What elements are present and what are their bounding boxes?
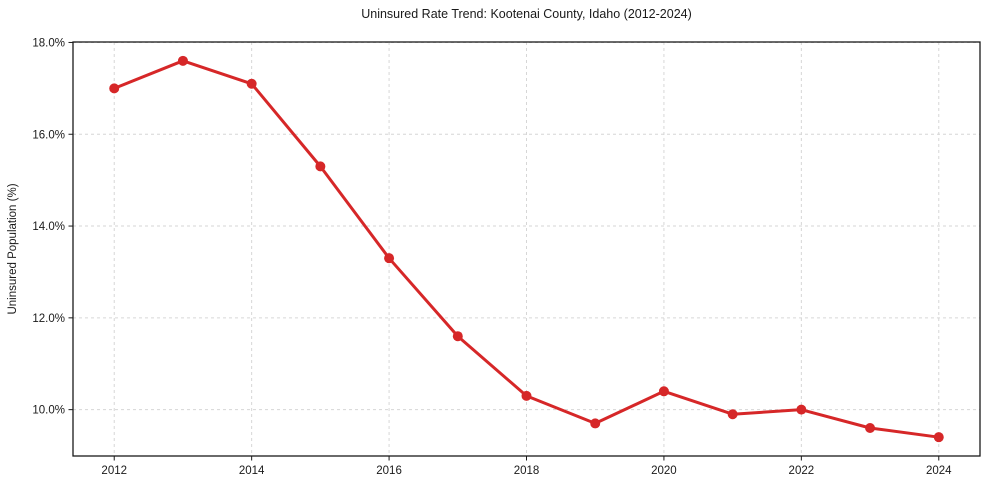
x-tick-label: 2012 [101, 465, 127, 477]
data-point-2024 [933, 432, 944, 443]
y-tick-label: 16.0% [32, 129, 65, 141]
data-point-2014 [246, 78, 257, 89]
y-tick-label: 10.0% [32, 405, 65, 417]
data-point-2013 [177, 55, 188, 66]
data-point-2023 [865, 423, 876, 434]
data-point-2018 [521, 390, 532, 401]
data-point-2012 [109, 83, 120, 94]
y-tick-label: 18.0% [32, 37, 65, 49]
x-tick-label: 2024 [926, 465, 952, 477]
y-tick-label: 14.0% [32, 221, 65, 233]
y-tick-label: 12.0% [32, 313, 65, 325]
chart-title: Uninsured Rate Trend: Kootenai County, I… [361, 7, 692, 21]
x-tick-label: 2020 [651, 465, 677, 477]
x-tick-label: 2022 [789, 465, 815, 477]
data-point-2017 [452, 331, 463, 342]
data-point-2022 [796, 404, 807, 415]
data-point-2016 [384, 253, 395, 264]
x-tick-label: 2014 [239, 465, 265, 477]
data-point-2019 [590, 418, 601, 429]
data-point-2021 [727, 409, 738, 420]
data-point-2020 [658, 386, 669, 397]
x-tick-label: 2018 [514, 465, 540, 477]
x-tick-label: 2016 [376, 465, 402, 477]
data-point-2015 [315, 161, 326, 172]
